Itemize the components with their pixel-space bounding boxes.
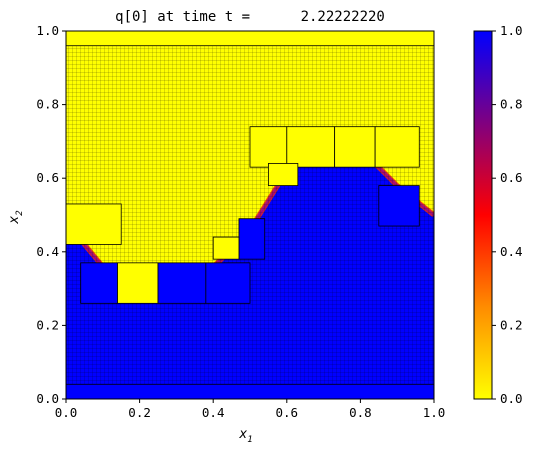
- y-axis-label-subscript: 2: [15, 210, 25, 215]
- amr-patches: [66, 31, 434, 399]
- y-tick-label: 0.2: [36, 317, 59, 332]
- x-axis-label: x1: [238, 427, 252, 445]
- y-axis-ticks: 0.0 0.2 0.4 0.6 0.8 1.0: [36, 23, 66, 406]
- amr-patch: [66, 383, 434, 399]
- colorbar-tick-label: 0.0: [500, 391, 523, 406]
- y-tick-label: 0.8: [36, 97, 59, 112]
- plot-area: [66, 31, 434, 399]
- plot-frame: [65, 30, 435, 400]
- amr-patch: [378, 185, 420, 227]
- colorbar-tick-label: 0.8: [500, 97, 523, 112]
- x-tick-label: 0.8: [349, 405, 372, 420]
- y-tick-label: 0.0: [36, 391, 59, 406]
- amr-patch: [66, 203, 122, 245]
- x-axis-ticks: 0.0 0.2 0.4 0.6 0.8 1.0: [55, 399, 446, 420]
- amr-patch: [80, 262, 118, 304]
- amr-patch: [374, 126, 420, 168]
- amr-fine-grid: [66, 31, 434, 399]
- x-tick-label: 0.4: [202, 405, 225, 420]
- y-tick-label: 0.4: [36, 244, 59, 259]
- y-axis-label: x2: [7, 210, 25, 224]
- x-tick-label: 0.0: [55, 405, 78, 420]
- amr-patch: [267, 163, 299, 186]
- colorbar-ticks: 0.0 0.2 0.4 0.6 0.8 1.0: [492, 23, 523, 406]
- amr-patch: [238, 218, 266, 260]
- x-tick-label: 0.2: [128, 405, 151, 420]
- amr-patch: [286, 126, 336, 168]
- x-axis-label-subscript: 1: [247, 435, 252, 445]
- amr-patch: [66, 31, 434, 47]
- colorbar-tick-label: 0.6: [500, 170, 523, 185]
- x-tick-label: 0.6: [276, 405, 299, 420]
- amr-patch: [117, 262, 159, 304]
- colorbar-tick-label: 0.4: [500, 244, 523, 259]
- colorbar-tick-label: 0.2: [500, 317, 523, 332]
- amr-patch: [205, 262, 251, 304]
- amr-patch: [157, 262, 207, 304]
- chart-title: q[0] at time t = 2.22222220: [115, 9, 385, 25]
- colorbar-tick-label: 1.0: [500, 23, 523, 38]
- amr-patch: [249, 126, 288, 168]
- y-tick-label: 0.6: [36, 170, 59, 185]
- amr-patch: [212, 236, 240, 260]
- amr-patch: [334, 126, 376, 168]
- colorbar: [473, 30, 493, 400]
- y-tick-label: 1.0: [36, 23, 59, 38]
- x-tick-label: 1.0: [423, 405, 446, 420]
